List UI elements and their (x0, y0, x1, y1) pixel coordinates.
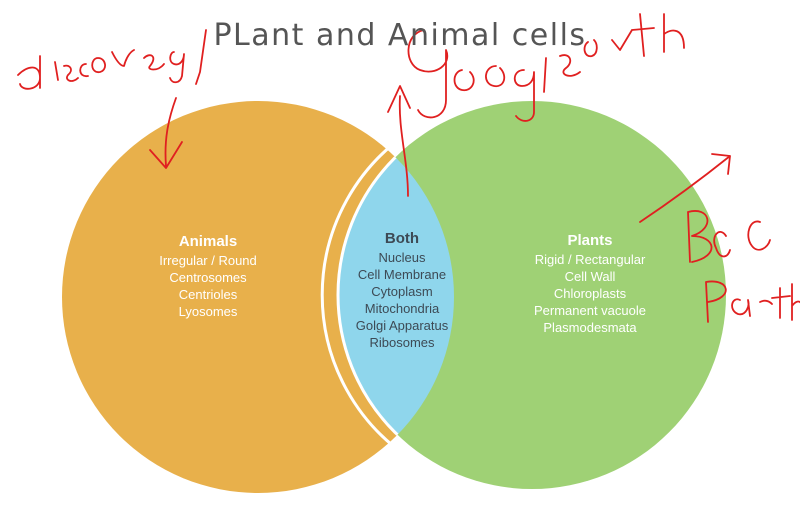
both-item: Cytoplasm (371, 284, 433, 299)
overlap-divider-right (336, 101, 454, 491)
animals-item: Lyosomes (178, 304, 238, 319)
both-item: Ribosomes (369, 335, 435, 350)
both-item: Golgi Apparatus (355, 318, 449, 333)
animals-group: Animals Irregular / Round Centrosomes Ce… (128, 233, 288, 320)
overlap-divider-left (320, 133, 406, 457)
plants-item: Cell Wall (564, 269, 616, 284)
diagram-title: PLant and Animal cells (213, 18, 587, 53)
animals-item: Centrioles (178, 287, 238, 302)
both-item: Cell Membrane (357, 267, 447, 282)
both-item: Mitochondria (364, 301, 440, 316)
plants-group: Plants Rigid / Rectangular Cell Wall Chl… (510, 232, 670, 336)
both-label: Both (384, 230, 420, 247)
plants-label: Plants (567, 232, 613, 249)
plants-circle (338, 101, 726, 489)
plants-item: Rigid / Rectangular (534, 252, 646, 267)
handwritten-annotations (17, 13, 800, 323)
plants-item: Plasmodesmata (543, 320, 637, 335)
both-group: Both Nucleus Cell Membrane Cytoplasm Mit… (322, 230, 482, 351)
plants-item: Chloroplasts (553, 286, 627, 301)
both-item: Nucleus (378, 250, 426, 265)
animals-label: Animals (178, 233, 238, 250)
animals-item: Irregular / Round (159, 253, 257, 268)
animals-item: Centrosomes (169, 270, 247, 285)
plants-item: Permanent vacuole (533, 303, 646, 318)
animals-circle (62, 101, 454, 493)
